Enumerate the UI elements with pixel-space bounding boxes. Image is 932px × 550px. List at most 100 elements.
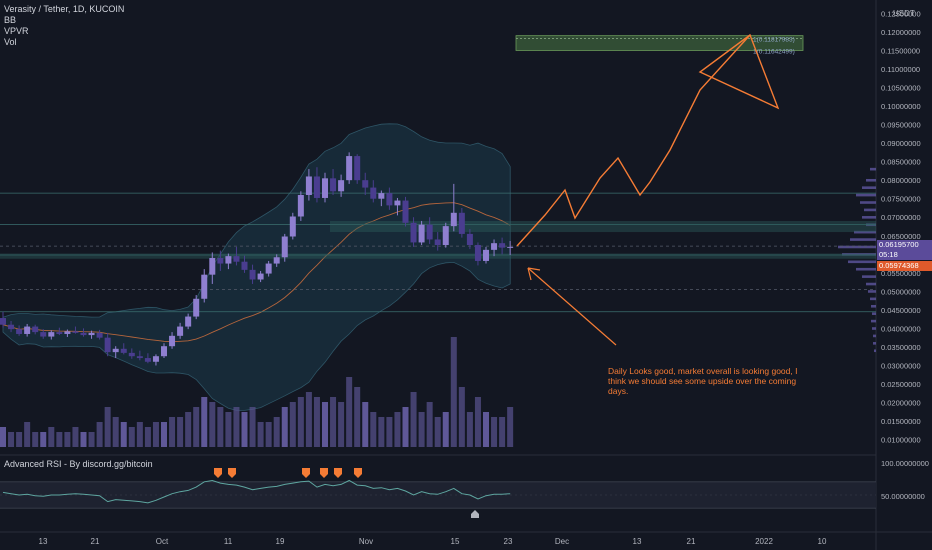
candle-body [185,316,192,327]
currency-label: USDT [893,9,915,18]
volume-bar [112,417,119,447]
volume-bar [128,427,135,447]
volume-bar [370,412,377,447]
volume-bar [217,407,224,447]
volume-bar [193,407,200,447]
vpvr-bar [871,304,876,308]
horizontal-levels [0,192,876,313]
price-axis-label: 0.04500000 [881,306,921,315]
time-axis-label: 13 [39,537,48,546]
time-axis-label: 10 [818,537,827,546]
pointer-line [527,267,617,346]
candle-body [370,187,377,199]
rsi-signal-marker [334,468,342,478]
target-lower-label: 1(0.11642499) [753,48,795,55]
candle-body [450,212,457,227]
time-axis-label: 21 [687,537,696,546]
vpvr-bar [856,267,876,271]
countdown-tag: 05:18 [877,250,932,260]
volume-bar [169,417,176,447]
vpvr-bar [866,178,876,182]
volume-bar [0,427,6,447]
candle-body [458,212,465,234]
candle-body [112,348,119,353]
resistance-zone [330,220,876,233]
candle-body [144,358,151,362]
candle-body [249,269,256,280]
candle-body [507,246,514,248]
indicator-vol[interactable]: Vol [4,37,17,47]
volume-bar [16,432,23,447]
volume-bar [152,422,159,447]
candle-body [378,193,385,199]
candle-body [257,273,264,280]
candle-body [402,200,409,223]
volume-bar [120,422,127,447]
indicator-bb[interactable]: BB [4,15,17,25]
price-axis-label: 0.01500000 [881,417,921,426]
candle-body [474,245,481,261]
candle-body [177,326,184,336]
low-price-tag: 0.05974368 [877,261,932,271]
volume-bar [362,402,369,447]
volume-bar [257,422,264,447]
rsi-signal-marker [228,468,236,478]
volume-bars [0,337,514,447]
vpvr-bar [870,167,876,171]
volume-bar [394,412,401,447]
price-axis-label: 0.11000000 [881,65,920,74]
candle-body [40,332,47,337]
vpvr-bar [872,327,876,330]
rsi-axis-label: 50.00000000 [881,492,925,501]
volume-bar [322,402,328,447]
candle-body [386,193,393,206]
symbol-title[interactable]: Verasity / Tether, 1D, KUCOIN [4,4,125,14]
bollinger-fill [2,123,511,411]
volume-bar [80,432,87,447]
volume-bar [40,432,47,447]
price-axis-label: 0.09500000 [881,121,921,130]
candle-body [136,356,143,359]
candle-body [152,356,159,362]
candle-body [297,195,304,217]
candle-body [273,257,280,264]
candle-body [426,224,433,240]
volume-bar [378,417,385,447]
volume-bar [354,387,361,447]
rsi-line [2,479,511,504]
annotation-note[interactable]: Daily Looks good, market overall is look… [608,366,798,396]
time-axis-label: 23 [504,537,513,546]
volume-bar [426,402,433,447]
candle-body [410,222,417,243]
volume-bar [313,397,320,447]
volume-bar [289,402,296,447]
candle-body [96,332,103,338]
vpvr-bar [860,201,876,204]
indicator-vpvr[interactable]: VPVR [4,26,29,36]
price-axis-label: 0.08500000 [881,158,921,167]
rsi-signal-marker [354,468,362,478]
candle-body [322,178,328,198]
volume-bar [233,407,240,447]
candle-body [217,258,224,264]
candle-body [330,178,337,192]
candle-body [305,176,312,195]
vpvr-bar [870,297,876,301]
volume-bar [88,432,95,447]
price-axis-label: 0.01000000 [881,436,921,445]
volume-bar [64,432,71,447]
candle-body [394,200,401,206]
volume-bar [483,412,489,447]
vpvr-bar [862,186,876,189]
price-axis-label: 0.06500000 [881,232,921,241]
rsi-title[interactable]: Advanced RSI - By discord.gg/bitcoin [4,459,153,469]
candle-body [313,176,320,198]
target-zone [515,35,804,51]
candlesticks [0,152,514,366]
price-axis-label: 0.02500000 [881,380,921,389]
pointer-head [527,267,541,281]
candle-body [346,156,353,181]
vpvr-bar [862,275,876,278]
candle-body [80,332,87,336]
